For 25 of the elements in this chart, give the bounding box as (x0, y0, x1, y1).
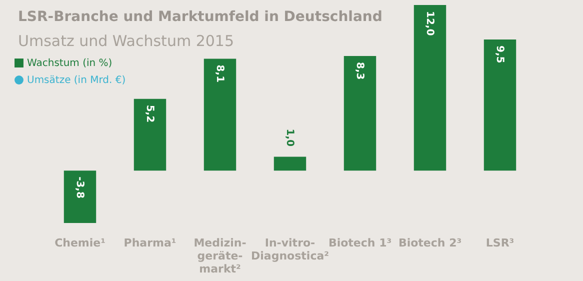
legend-label: Umsätze (in Mrd. €) (27, 75, 126, 86)
x-tick-label: In-vitro- Diagnostica² (251, 236, 330, 262)
chart-title: LSR-Branche und Marktumfeld in Deutschland (18, 9, 382, 25)
data-label: 12,0 (424, 11, 435, 36)
bar (344, 56, 376, 171)
legend-label: Wachstum (in %) (27, 58, 112, 69)
data-label: 5,2 (144, 104, 155, 123)
x-tick-label: LSR³ (486, 236, 514, 250)
data-label: 8,1 (214, 64, 225, 83)
x-tick-label: Pharma¹ (124, 236, 176, 250)
bar (204, 58, 236, 171)
x-tick-label: Medizin- geräte- markt² (194, 236, 246, 276)
bar (274, 156, 306, 171)
text: Umsatz und Wachstum 2015 (18, 32, 234, 50)
data-label: 9,5 (494, 45, 505, 64)
bar (414, 5, 446, 171)
data-label: 8,3 (354, 62, 365, 80)
bar (484, 39, 516, 171)
data-label: -3,8 (74, 176, 85, 198)
x-tick-label: Chemie¹ (54, 236, 106, 250)
bar (64, 170, 96, 223)
x-tick-label: Biotech 2³ (398, 236, 462, 250)
data-label: 1,0 (284, 128, 295, 147)
bar (134, 98, 166, 171)
x-tick-label: Biotech 1³ (328, 236, 392, 250)
